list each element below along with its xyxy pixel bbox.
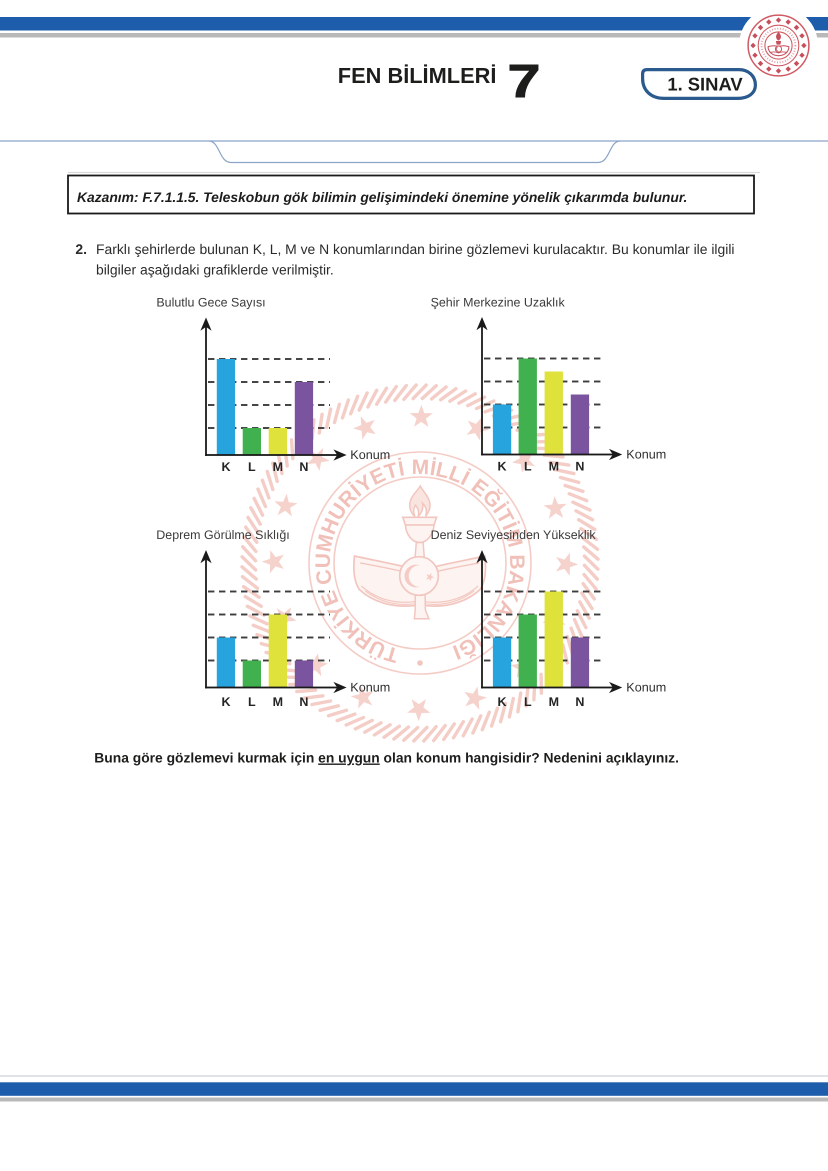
svg-text:7: 7: [508, 55, 541, 107]
svg-text:Konum: Konum: [626, 681, 666, 695]
svg-text:M: M: [273, 460, 283, 474]
svg-text:Deprem Görülme Sıklığı: Deprem Görülme Sıklığı: [156, 528, 289, 542]
svg-text:M: M: [549, 460, 559, 474]
svg-text:L: L: [524, 460, 532, 474]
svg-text:Konum: Konum: [350, 448, 390, 462]
svg-text:bilgiler aşağıdaki grafiklerde: bilgiler aşağıdaki grafiklerde verilmişt…: [96, 262, 334, 278]
svg-text:Buna göre gözlemevi kurmak içi: Buna göre gözlemevi kurmak için en uygun…: [94, 750, 679, 766]
svg-text:M: M: [549, 695, 559, 709]
svg-text:N: N: [575, 460, 584, 474]
svg-text:Konum: Konum: [626, 448, 666, 462]
svg-text:Kazanım: F.7.1.1.5. Teleskobun: Kazanım: F.7.1.1.5. Teleskobun gök bilim…: [77, 189, 687, 205]
svg-text:M: M: [273, 695, 283, 709]
svg-text:N: N: [575, 695, 584, 709]
svg-text:L: L: [524, 695, 532, 709]
svg-text:N: N: [299, 460, 308, 474]
svg-text:K: K: [221, 695, 230, 709]
svg-text:Bulutlu Gece Sayısı: Bulutlu Gece Sayısı: [156, 296, 265, 310]
svg-text:N: N: [299, 695, 308, 709]
svg-text:2.: 2.: [75, 241, 87, 257]
svg-text:Konum: Konum: [350, 681, 390, 695]
svg-text:Farklı şehirlerde bulunan K, L: Farklı şehirlerde bulunan K, L, M ve N k…: [96, 241, 735, 257]
svg-text:Deniz Seviyesinden Yükseklik: Deniz Seviyesinden Yükseklik: [431, 528, 597, 542]
svg-text:L: L: [248, 460, 256, 474]
svg-text:FEN BİLİMLERİ: FEN BİLİMLERİ: [338, 63, 497, 88]
svg-text:K: K: [221, 460, 230, 474]
svg-text:Şehir Merkezine Uzaklık: Şehir Merkezine Uzaklık: [431, 296, 566, 310]
svg-text:K: K: [497, 695, 506, 709]
svg-text:1. SINAV: 1. SINAV: [667, 74, 743, 95]
svg-text:L: L: [248, 695, 256, 709]
svg-text:K: K: [497, 460, 506, 474]
